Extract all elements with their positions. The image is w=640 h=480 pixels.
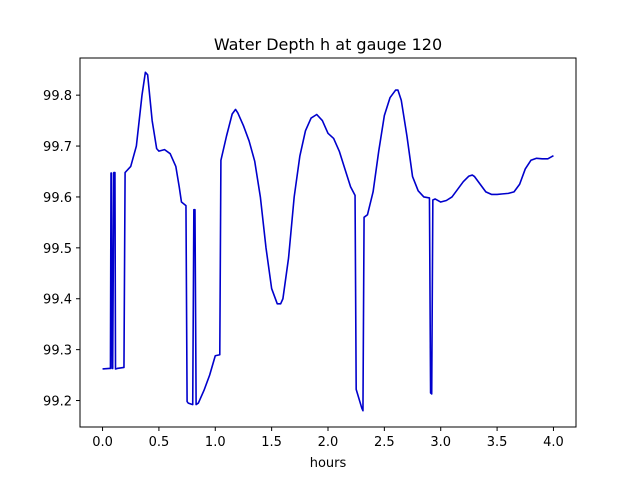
x-tick-label: 0.0: [92, 435, 113, 450]
y-axis-ticks: 99.2 99.3 99.4 99.5 99.6 99.7 99.8: [43, 89, 80, 410]
series-line-water-depth: [102, 71, 554, 412]
y-tick-label: 99.2: [43, 395, 72, 410]
x-tick-label: 1.0: [205, 435, 226, 450]
x-axis-label: hours: [310, 456, 347, 471]
x-tick-label: 2.5: [374, 435, 395, 450]
x-tick-label: 0.5: [149, 435, 170, 450]
y-tick-label: 99.8: [43, 89, 72, 104]
chart-title: Water Depth h at gauge 120: [214, 35, 442, 54]
x-tick-label: 3.5: [487, 435, 508, 450]
x-tick-label: 3.0: [430, 435, 451, 450]
y-tick-label: 99.4: [43, 293, 72, 308]
x-tick-label: 4.0: [543, 435, 564, 450]
x-axis-ticks: 0.0 0.5 1.0 1.5 2.0 2.5 3.0 3.5 4.0: [92, 427, 564, 450]
y-tick-label: 99.5: [43, 242, 72, 257]
x-tick-label: 1.5: [261, 435, 282, 450]
y-tick-label: 99.3: [43, 344, 72, 359]
y-tick-label: 99.6: [43, 191, 72, 206]
x-tick-label: 2.0: [318, 435, 339, 450]
y-tick-label: 99.7: [43, 140, 72, 155]
